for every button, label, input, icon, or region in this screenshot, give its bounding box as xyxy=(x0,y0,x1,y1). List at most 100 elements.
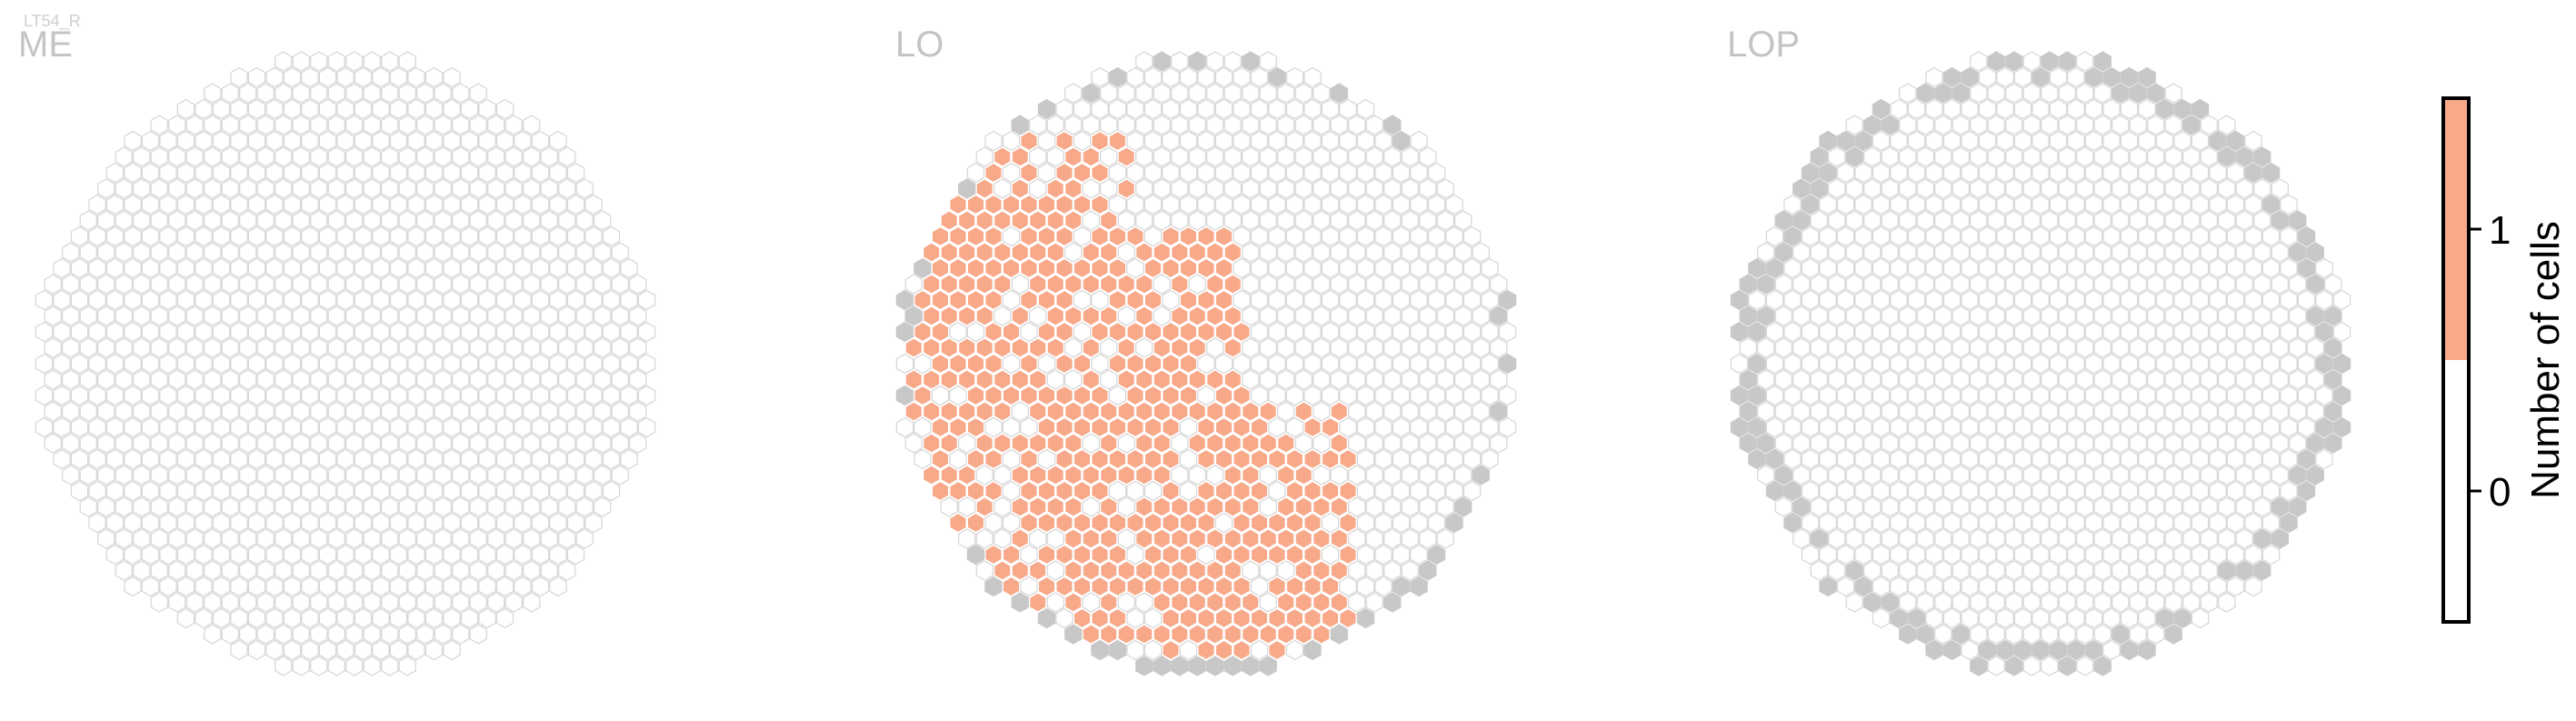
hex-boundary xyxy=(2155,607,2174,629)
hex-empty xyxy=(566,448,585,470)
hex-empty xyxy=(1348,496,1366,517)
hex-empty xyxy=(230,416,248,438)
hex-empty xyxy=(611,465,629,486)
hex-empty xyxy=(566,512,585,534)
hex-empty xyxy=(407,448,425,470)
hex-empty xyxy=(540,369,558,390)
hex-empty xyxy=(1472,401,1490,422)
hex-empty xyxy=(1845,274,1863,295)
hex-empty xyxy=(434,496,452,517)
hex-empty xyxy=(1143,225,1163,247)
hex-empty xyxy=(247,66,266,88)
hex-empty xyxy=(1828,369,1846,390)
hex-empty xyxy=(1171,51,1189,72)
hex-count-1 xyxy=(1126,416,1144,438)
hex-empty xyxy=(558,369,576,390)
hex-empty xyxy=(1774,274,1792,295)
hex-empty xyxy=(1996,512,2014,534)
hex-empty xyxy=(514,576,532,597)
hex-empty xyxy=(133,146,151,167)
hex-empty xyxy=(2041,305,2059,326)
hex-empty xyxy=(88,225,106,247)
hex-count-1 xyxy=(1037,480,1056,502)
hex-empty xyxy=(1757,465,1775,486)
hex-count-1 xyxy=(1029,401,1047,422)
hex-empty xyxy=(1383,433,1402,454)
hex-empty xyxy=(566,544,585,566)
hex-empty xyxy=(1171,146,1189,167)
hex-empty xyxy=(2191,416,2210,438)
hex-empty xyxy=(195,448,213,470)
hex-empty xyxy=(327,528,345,549)
hex-empty xyxy=(1143,480,1163,502)
hex-empty xyxy=(195,194,213,215)
hex-empty xyxy=(363,337,381,358)
hex-empty xyxy=(1356,225,1375,247)
hex-empty xyxy=(469,337,487,358)
hex-boundary xyxy=(1739,369,1757,390)
hex-empty xyxy=(1250,385,1269,406)
hex-count-1 xyxy=(931,353,950,375)
hex-empty xyxy=(452,274,470,295)
hex-empty xyxy=(2226,257,2245,279)
hex-empty xyxy=(212,416,231,438)
hex-empty xyxy=(1934,242,1952,263)
hex-empty xyxy=(239,401,257,422)
hex-empty xyxy=(495,576,514,597)
hex-empty xyxy=(1952,337,1970,358)
hex-empty xyxy=(2022,115,2041,135)
hex-empty xyxy=(566,321,585,343)
hex-boundary xyxy=(1748,353,1766,375)
hex-empty xyxy=(523,242,541,263)
hex-empty xyxy=(566,225,585,247)
hex-empty xyxy=(1188,146,1206,167)
hex-empty xyxy=(389,289,408,311)
hex-empty xyxy=(424,416,444,438)
hex-empty xyxy=(327,560,345,581)
hex-count-1 xyxy=(1082,146,1100,167)
hex-empty xyxy=(575,433,594,454)
hex-empty xyxy=(1401,305,1419,326)
hex-count-1 xyxy=(1303,512,1322,534)
hex-count-1 xyxy=(1162,321,1180,343)
hex-empty xyxy=(372,162,390,184)
hex-boundary xyxy=(2297,225,2316,247)
hex-empty xyxy=(407,130,425,152)
hex-empty xyxy=(1348,369,1366,390)
hex-empty xyxy=(97,178,115,199)
hex-empty xyxy=(424,512,444,534)
hex-count-1 xyxy=(1037,194,1056,215)
hex-empty xyxy=(265,321,284,343)
hex-empty xyxy=(1117,115,1135,135)
hex-empty xyxy=(478,416,496,438)
hex-empty xyxy=(1872,607,1891,629)
hex-empty xyxy=(2147,560,2165,581)
hex-count-1 xyxy=(1073,353,1092,375)
hex-empty xyxy=(185,146,204,167)
hex-empty xyxy=(1383,242,1402,263)
hex-empty xyxy=(1242,146,1260,167)
hex-empty xyxy=(1881,274,1899,295)
hex-empty xyxy=(1135,178,1153,199)
hex-empty xyxy=(2120,385,2139,406)
hex-boundary xyxy=(2332,416,2351,438)
hex-empty xyxy=(1392,544,1411,566)
hex-empty xyxy=(2164,528,2182,549)
hex-count-1 xyxy=(1108,225,1127,247)
hex-empty xyxy=(2067,257,2085,279)
hex-empty xyxy=(504,337,523,358)
hex-empty xyxy=(1801,225,1820,247)
hex-empty xyxy=(452,624,470,645)
hex-empty xyxy=(2218,433,2236,454)
hex-empty xyxy=(2155,321,2174,343)
hex-empty xyxy=(283,257,302,279)
hex-boundary xyxy=(2315,321,2333,343)
hex-empty xyxy=(310,115,328,135)
hex-count-1 xyxy=(1082,305,1100,326)
hex-empty xyxy=(1303,66,1322,88)
hex-empty xyxy=(1863,496,1882,517)
hex-boundary xyxy=(2138,66,2156,88)
hex-empty xyxy=(88,257,106,279)
hex-empty xyxy=(2147,465,2165,486)
hex-empty xyxy=(2261,448,2281,470)
